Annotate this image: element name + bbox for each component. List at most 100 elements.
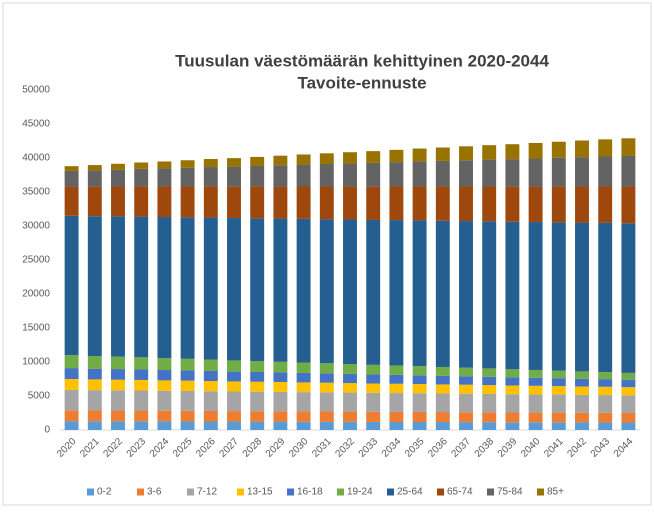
bar-segment xyxy=(64,421,79,430)
bar-segment xyxy=(111,356,125,370)
bar-segment xyxy=(528,186,543,223)
legend-swatch xyxy=(387,488,394,496)
bar-segment xyxy=(180,421,195,430)
bar-segment xyxy=(412,375,427,385)
bar-segment xyxy=(203,217,218,360)
bar-segment xyxy=(180,217,195,359)
bar-segment xyxy=(111,410,125,422)
bar-segment xyxy=(273,381,288,392)
bar-segment xyxy=(319,219,334,364)
chart-subtitle: Tavoite-ennuste xyxy=(297,73,426,92)
bar-segment xyxy=(598,412,613,423)
bar-segment xyxy=(111,216,125,357)
bar-segment xyxy=(412,148,427,162)
bar-segment xyxy=(551,157,566,187)
bar-segment xyxy=(575,386,589,395)
bar-segment xyxy=(157,421,172,430)
bar-segment xyxy=(366,151,381,163)
bar-segment xyxy=(412,161,427,187)
bar-segment xyxy=(64,410,79,422)
bar-segment xyxy=(505,385,520,395)
bar-segment xyxy=(482,422,497,430)
bar-segment xyxy=(203,421,218,430)
bar-segment xyxy=(134,357,149,370)
bar-segment xyxy=(343,373,357,384)
bar-segment xyxy=(621,155,636,187)
bar-segment xyxy=(87,379,102,391)
bar-segment xyxy=(389,220,404,366)
bar-segment xyxy=(482,376,497,386)
bar-segment xyxy=(621,387,636,396)
bar-segment xyxy=(87,165,102,171)
bar-segment xyxy=(273,155,288,166)
bar-segment xyxy=(250,218,265,362)
bar-segment xyxy=(64,215,79,356)
bar-segment xyxy=(528,422,543,430)
bar-segment xyxy=(111,163,125,170)
bar-segment xyxy=(64,355,79,369)
bar-segment xyxy=(482,159,497,187)
bar-segment xyxy=(227,421,241,430)
bar-segment xyxy=(435,384,450,394)
bar-segment xyxy=(343,152,357,164)
bar-segment xyxy=(366,421,381,430)
y-tick-label: 20000 xyxy=(22,289,50,300)
bar-segment xyxy=(621,379,636,388)
bar-segment xyxy=(180,410,195,422)
bar-segment xyxy=(389,393,404,412)
bar-segment xyxy=(621,395,636,413)
legend-swatch xyxy=(137,488,144,496)
bar-segment xyxy=(157,161,172,169)
bar-segment xyxy=(343,364,357,374)
bar-segment xyxy=(157,370,172,381)
bar-segment xyxy=(227,360,241,372)
bar-segment xyxy=(598,386,613,396)
bar-segment xyxy=(482,368,497,377)
bar-segment xyxy=(273,165,288,187)
bar-segment xyxy=(598,422,613,430)
bar-segment xyxy=(319,373,334,383)
bar-segment xyxy=(87,421,102,430)
bar-segment xyxy=(459,393,473,413)
bar-segment xyxy=(505,422,520,430)
bar-segment xyxy=(505,159,520,187)
bar-segment xyxy=(111,186,125,217)
bar-segment xyxy=(412,366,427,376)
bar-segment xyxy=(203,359,218,371)
bar-segment xyxy=(459,367,473,377)
bar-segment xyxy=(528,222,543,370)
bar-segment xyxy=(575,394,589,413)
y-tick-label: 45000 xyxy=(22,119,50,130)
bar-segment xyxy=(621,413,636,423)
bar-segment xyxy=(598,222,613,373)
bar-segment xyxy=(598,379,613,387)
bar-segment xyxy=(180,370,195,381)
bar-segment xyxy=(319,382,334,393)
bar-segment xyxy=(227,411,241,422)
bar-segment xyxy=(366,219,381,365)
bar-segment xyxy=(343,411,357,422)
bar-segment xyxy=(250,411,265,422)
bar-segment xyxy=(575,157,589,187)
bar-segment xyxy=(227,218,241,361)
bar-segment xyxy=(575,222,589,372)
bar-segment xyxy=(598,139,613,157)
y-tick-label: 50000 xyxy=(22,85,50,96)
bar-segment xyxy=(343,383,357,393)
bar-segment xyxy=(203,370,218,382)
bar-segment xyxy=(157,168,172,187)
y-tick-label: 30000 xyxy=(22,221,50,232)
bar-segment xyxy=(366,374,381,384)
bar-segment xyxy=(319,392,334,412)
bar-segment xyxy=(273,411,288,422)
bar-segment xyxy=(412,384,427,394)
bar-segment xyxy=(412,393,427,412)
bar-segment xyxy=(621,138,636,156)
bar-segment xyxy=(366,162,381,187)
bar-segment xyxy=(598,186,613,223)
bar-segment xyxy=(296,154,311,165)
legend-label: 0-2 xyxy=(97,487,112,498)
bar-segment xyxy=(505,377,520,386)
bar-segment xyxy=(296,392,311,412)
